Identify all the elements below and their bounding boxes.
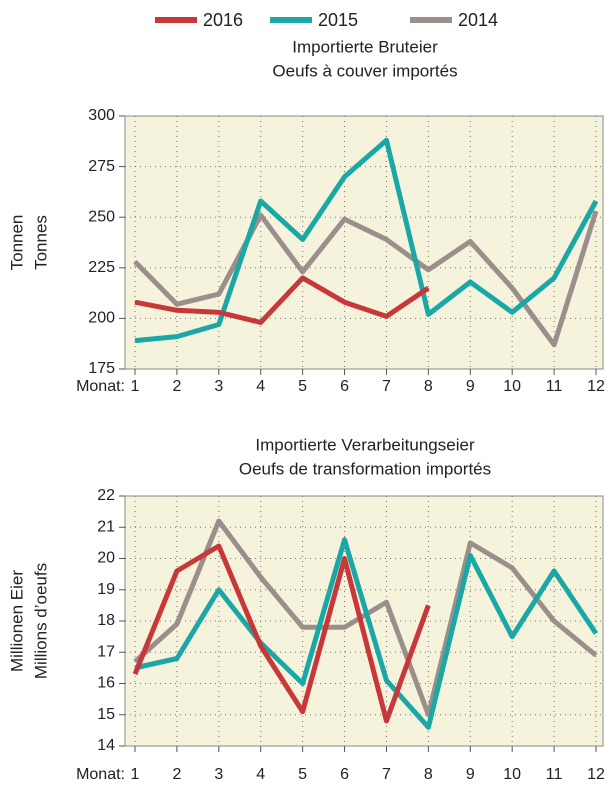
chart-subtitle: Oeufs de transformation importés — [239, 459, 491, 478]
y-tick-label: 16 — [97, 675, 115, 692]
y-tick-label: 175 — [88, 360, 115, 377]
y-tick-label: 18 — [97, 612, 115, 629]
y-tick-label: 225 — [88, 259, 115, 276]
data-line — [134, 537, 599, 730]
x-tick-label: 1 — [131, 766, 140, 783]
y-tick-label: 17 — [97, 643, 115, 660]
data-line — [134, 275, 430, 325]
y-tick-label: 22 — [97, 487, 115, 504]
chart-subtitle: Oeufs à couver importés — [272, 61, 457, 80]
y-axis-label: Millions d’oeufs — [31, 563, 50, 679]
y-tick-label: 14 — [97, 737, 115, 754]
x-tick-label: 3 — [214, 766, 223, 783]
x-tick-label: 1 — [131, 378, 140, 395]
x-tick-label: 2 — [172, 378, 181, 395]
y-tick-label: 21 — [97, 518, 115, 535]
x-tick-label: 5 — [298, 766, 307, 783]
legend-label: 2016 — [203, 10, 243, 30]
y-tick-label: 15 — [97, 706, 115, 723]
x-tick-label: 10 — [503, 378, 521, 395]
y-tick-label: 19 — [97, 581, 115, 598]
x-tick-label: 5 — [298, 378, 307, 395]
x-tick-label: 11 — [546, 766, 563, 783]
x-axis-label: Monat: — [76, 378, 125, 395]
y-tick-label: 275 — [88, 158, 115, 175]
y-axis-label: Tonnes — [31, 215, 50, 270]
chart-title: Importierte Verarbeitungseier — [255, 435, 475, 454]
x-tick-label: 3 — [214, 378, 223, 395]
chart-title: Importierte Bruteier — [292, 37, 438, 56]
x-tick-label: 8 — [424, 766, 433, 783]
data-line — [134, 137, 599, 344]
x-tick-label: 11 — [546, 378, 563, 395]
legend-label: 2014 — [458, 10, 498, 30]
x-tick-label: 9 — [466, 766, 475, 783]
x-tick-label: 4 — [256, 378, 265, 395]
x-tick-label: 10 — [503, 766, 521, 783]
y-tick-label: 20 — [97, 550, 115, 567]
y-axis-label: Millionen Eier — [7, 570, 26, 672]
x-tick-label: 4 — [256, 766, 265, 783]
x-tick-label: 8 — [424, 378, 433, 395]
y-tick-label: 300 — [88, 107, 115, 124]
x-tick-label: 2 — [172, 766, 181, 783]
data-line — [133, 210, 599, 348]
x-tick-label: 7 — [382, 378, 391, 395]
plot-area — [124, 495, 604, 747]
x-tick-label: 6 — [340, 766, 349, 783]
x-tick-label: 12 — [587, 378, 605, 395]
x-tick-label: 12 — [587, 766, 605, 783]
y-axis-label: Tonnen — [7, 215, 26, 271]
y-tick-label: 200 — [88, 310, 115, 327]
x-tick-label: 9 — [466, 378, 475, 395]
data-line — [132, 543, 431, 724]
legend-label: 2015 — [318, 10, 358, 30]
x-tick-label: 6 — [340, 378, 349, 395]
x-tick-label: 7 — [382, 766, 391, 783]
y-tick-label: 250 — [88, 208, 115, 225]
x-axis-label: Monat: — [76, 766, 125, 783]
